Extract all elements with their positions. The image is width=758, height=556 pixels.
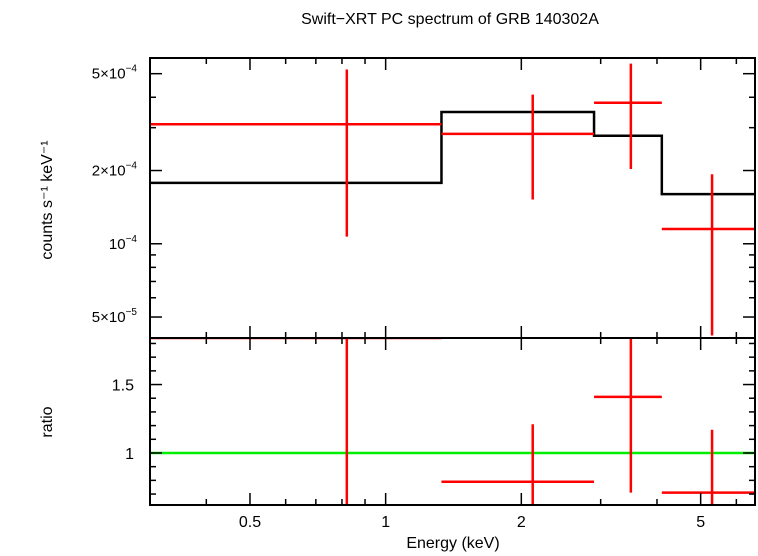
top-y-tick-label-2: 10−4 bbox=[109, 234, 138, 253]
x-tick-label-0.5: 0.5 bbox=[239, 514, 261, 531]
top-y-tick-label-1: 5×10−5 bbox=[92, 307, 138, 326]
tick-label-base: 5×10 bbox=[92, 66, 126, 83]
bottom-y-tick-label-1: 1 bbox=[125, 446, 134, 463]
bottom-y-tick-label-1.5: 1.5 bbox=[112, 378, 134, 395]
top-panel-plot bbox=[150, 63, 755, 336]
top-panel-frame bbox=[149, 57, 756, 339]
tick-label-base: 5×10 bbox=[92, 309, 126, 326]
bottom-y-axis-label: ratio bbox=[39, 406, 56, 437]
tick-label-exponent: −4 bbox=[126, 161, 138, 172]
bottom-panel-frame bbox=[149, 337, 756, 506]
tick-label-exponent: −4 bbox=[126, 64, 138, 75]
top-y-axis-label: counts s⁻¹ keV⁻¹ bbox=[39, 140, 56, 259]
tick-label-exponent: −5 bbox=[126, 307, 138, 318]
x-tick-label-5: 5 bbox=[696, 514, 705, 531]
x-axis-label: Energy (keV) bbox=[406, 535, 499, 552]
top-y-tick-label-3: 2×10−4 bbox=[92, 161, 138, 180]
top-y-tick-label-4: 5×10−4 bbox=[92, 64, 138, 83]
tick-label-base: 2×10 bbox=[92, 163, 126, 180]
model-histogram-line bbox=[150, 110, 755, 196]
tick-label-base: 10 bbox=[109, 236, 126, 253]
chart-title: Swift−XRT PC spectrum of GRB 140302A bbox=[301, 11, 599, 28]
tick-label-exponent: −4 bbox=[126, 234, 138, 245]
x-tick-label-1: 1 bbox=[381, 514, 390, 531]
plot-layer: 0.5 1 2 55×10−510−42×10−45×10−411.5 bbox=[92, 57, 756, 531]
bottom-panel-plot bbox=[150, 338, 755, 505]
x-tick-label-2: 2 bbox=[517, 514, 526, 531]
